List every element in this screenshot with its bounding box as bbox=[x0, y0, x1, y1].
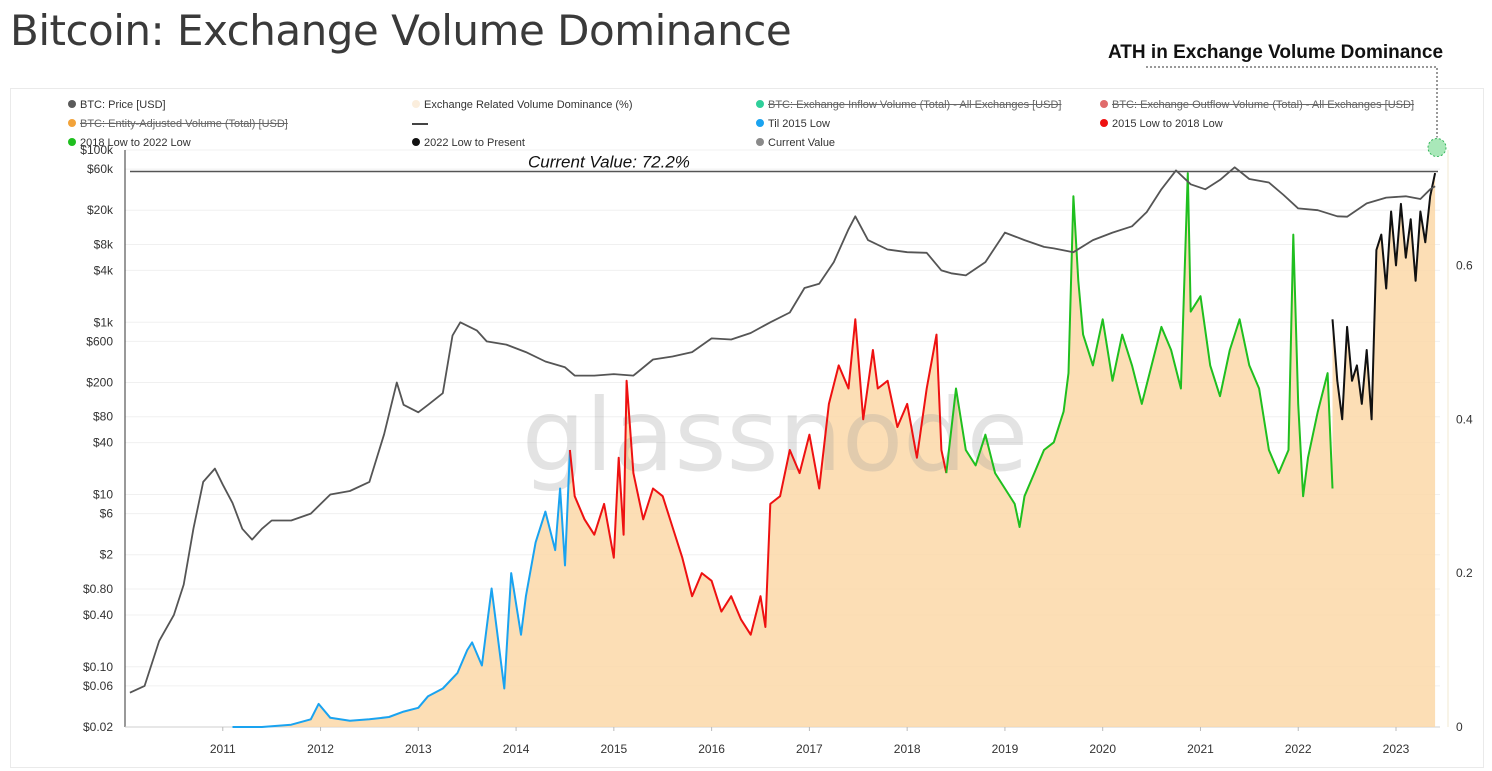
x-tick-label: 2017 bbox=[796, 742, 823, 756]
legend-dot bbox=[412, 138, 420, 147]
legend-label: 2018 Low to 2022 Low bbox=[80, 137, 191, 149]
legend-item[interactable]: BTC: Entity-Adjusted Volume (Total) [USD… bbox=[68, 118, 288, 130]
dominance-series-line bbox=[1331, 172, 1437, 421]
y-left-tick-label: $1k bbox=[94, 315, 114, 329]
dominance-series-line bbox=[232, 449, 571, 728]
dominance-area bbox=[232, 173, 1436, 728]
y-left-tick-label: $200 bbox=[86, 375, 113, 389]
legend-label: BTC: Exchange Inflow Volume (Total) - Al… bbox=[768, 99, 1062, 111]
legend-item[interactable]: 2018 Low to 2022 Low bbox=[68, 137, 191, 149]
y-right-tick-label: 0.6 bbox=[1456, 258, 1473, 272]
legend-label: 2015 Low to 2018 Low bbox=[1112, 118, 1223, 130]
legend-line-swatch bbox=[412, 123, 428, 126]
legend-item[interactable]: BTC: Price [USD] bbox=[68, 99, 166, 111]
legend-dot bbox=[68, 138, 76, 147]
legend-item[interactable] bbox=[412, 118, 432, 130]
legend-item[interactable]: 2015 Low to 2018 Low bbox=[1100, 118, 1223, 130]
x-tick-label: 2013 bbox=[405, 742, 432, 756]
legend-dot bbox=[756, 100, 764, 109]
x-tick-label: 2014 bbox=[503, 742, 530, 756]
y-left-tick-label: $0.02 bbox=[83, 720, 113, 734]
legend-label: BTC: Price [USD] bbox=[80, 99, 166, 111]
y-left-tick-label: $0.10 bbox=[83, 660, 113, 674]
legend-item[interactable]: Exchange Related Volume Dominance (%) bbox=[412, 99, 633, 111]
y-left-tick-label: $0.80 bbox=[83, 582, 113, 596]
legend-dot bbox=[756, 119, 764, 128]
legend-label: Current Value bbox=[768, 137, 836, 149]
x-tick-label: 2019 bbox=[992, 742, 1019, 756]
y-left-tick-label: $2 bbox=[100, 548, 114, 562]
y-left-tick-label: $100k bbox=[80, 143, 114, 157]
dominance-series-line bbox=[568, 318, 948, 636]
x-tick-label: 2011 bbox=[210, 742, 236, 756]
y-left-tick-label: $6 bbox=[100, 507, 114, 521]
legend-item[interactable]: BTC: Exchange Outflow Volume (Total) - A… bbox=[1100, 99, 1414, 111]
ath-marker bbox=[1427, 138, 1447, 158]
legend-dot bbox=[68, 119, 76, 128]
legend-item[interactable]: Til 2015 Low bbox=[756, 118, 830, 130]
legend-dot bbox=[1100, 119, 1108, 128]
x-tick-label: 2012 bbox=[307, 742, 334, 756]
y-left-tick-label: $600 bbox=[86, 334, 113, 348]
legend-label: BTC: Entity-Adjusted Volume (Total) [USD… bbox=[80, 118, 288, 130]
x-tick-label: 2022 bbox=[1285, 742, 1312, 756]
x-tick-label: 2015 bbox=[600, 742, 627, 756]
price-line bbox=[129, 166, 1436, 694]
y-right-tick-label: 0.4 bbox=[1456, 412, 1473, 426]
ath-annotation-label: ATH in Exchange Volume Dominance bbox=[1108, 42, 1444, 63]
current-value-annotation: Current Value: 72.2% bbox=[528, 153, 690, 172]
legend-label: BTC: Exchange Outflow Volume (Total) - A… bbox=[1112, 99, 1415, 111]
legend-label: Exchange Related Volume Dominance (%) bbox=[424, 99, 633, 111]
chart-frame bbox=[10, 88, 1484, 768]
y-left-tick-label: $4k bbox=[94, 263, 114, 277]
legend-label: Til 2015 Low bbox=[768, 118, 830, 130]
legend-dot bbox=[68, 100, 76, 109]
y-left-tick-label: $40 bbox=[93, 436, 113, 450]
y-left-tick-label: $8k bbox=[94, 237, 114, 251]
x-tick-label: 2023 bbox=[1383, 742, 1410, 756]
y-left-tick-label: $0.06 bbox=[83, 679, 113, 693]
legend-label: 2022 Low to Present bbox=[424, 137, 525, 149]
y-left-tick-label: $60k bbox=[87, 162, 114, 176]
dominance-series-line bbox=[945, 172, 1334, 528]
y-left-tick-label: $10 bbox=[93, 488, 113, 502]
y-left-tick-label: $20k bbox=[87, 203, 114, 217]
legend-item[interactable]: BTC: Exchange Inflow Volume (Total) - Al… bbox=[756, 99, 1061, 111]
y-right-tick-label: 0.2 bbox=[1456, 566, 1473, 580]
x-tick-label: 2020 bbox=[1089, 742, 1116, 756]
x-tick-label: 2018 bbox=[894, 742, 921, 756]
y-left-tick-label: $0.40 bbox=[83, 608, 113, 622]
y-right-tick-label: 0 bbox=[1456, 720, 1463, 734]
legend-item[interactable]: Current Value bbox=[756, 137, 835, 149]
ath-leader-line bbox=[1146, 66, 1438, 138]
x-tick-label: 2021 bbox=[1187, 742, 1214, 756]
legend-dot bbox=[412, 100, 420, 109]
legend-item[interactable]: 2022 Low to Present bbox=[412, 137, 525, 149]
x-tick-label: 2016 bbox=[698, 742, 725, 756]
legend-dot bbox=[1100, 100, 1108, 109]
page-title: Bitcoin: Exchange Volume Dominance bbox=[10, 6, 792, 55]
legend-dot bbox=[756, 138, 764, 147]
y-left-tick-label: $80 bbox=[93, 410, 113, 424]
watermark: glassnode bbox=[522, 377, 1028, 494]
